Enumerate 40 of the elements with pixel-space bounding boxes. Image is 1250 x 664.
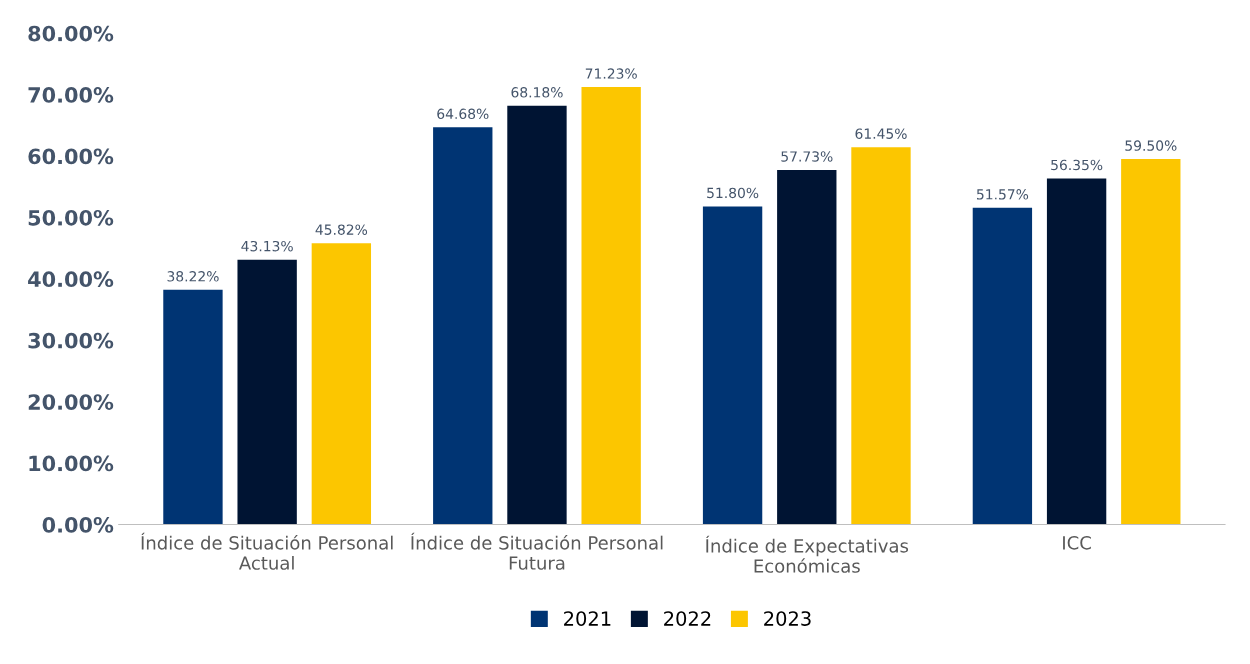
- y-tick-label: 60.00%: [28, 148, 114, 165]
- bar: [777, 169, 837, 525]
- y-tick-label: 30.00%: [28, 332, 114, 349]
- bar: [311, 243, 372, 525]
- x-tick-label: Índice de Situación Personal Actual: [141, 532, 393, 570]
- x-tick-label: Índice de Expectativas Económicas: [706, 535, 909, 573]
- y-tick-label: 50.00%: [28, 209, 114, 226]
- bar: [851, 147, 911, 525]
- data-label: 57.73%: [781, 151, 833, 162]
- data-label: 59.50%: [1125, 140, 1177, 151]
- y-tick-label: 80.00%: [28, 25, 114, 42]
- data-label: 56.35%: [1051, 159, 1103, 171]
- data-label: 43.13%: [241, 240, 293, 252]
- data-label: 38.22%: [167, 271, 219, 282]
- data-label: 45.82%: [315, 224, 368, 235]
- bar: [1121, 159, 1181, 525]
- bar: [1046, 178, 1107, 525]
- y-tick-label: 40.00%: [28, 271, 114, 288]
- data-label: 51.80%: [707, 187, 759, 199]
- y-tick-label: 10.00%: [29, 455, 114, 472]
- bar: [163, 289, 223, 525]
- bar: [433, 127, 493, 525]
- bar: [507, 105, 567, 525]
- y-tick-label: 20.00%: [28, 394, 114, 410]
- data-label: 71.23%: [585, 68, 637, 79]
- bar: [237, 259, 297, 525]
- bar: [581, 87, 641, 525]
- x-tick-label: Índice de Situación Personal Futura: [411, 532, 663, 570]
- data-label: 61.45%: [855, 128, 907, 139]
- y-tick-label: 70.00%: [28, 87, 114, 103]
- bar: [972, 207, 1033, 525]
- legend-label: 2021: [564, 611, 611, 626]
- bar: [702, 206, 763, 525]
- legend-label: 2023: [764, 611, 811, 626]
- data-label: 64.68%: [437, 108, 489, 120]
- y-tick-label: 0.00%: [42, 517, 114, 533]
- data-label: 51.57%: [976, 189, 1029, 200]
- data-label: 68.18%: [511, 87, 563, 98]
- legend-label: 2022: [664, 611, 711, 626]
- x-tick-label: ICC: [1063, 535, 1091, 550]
